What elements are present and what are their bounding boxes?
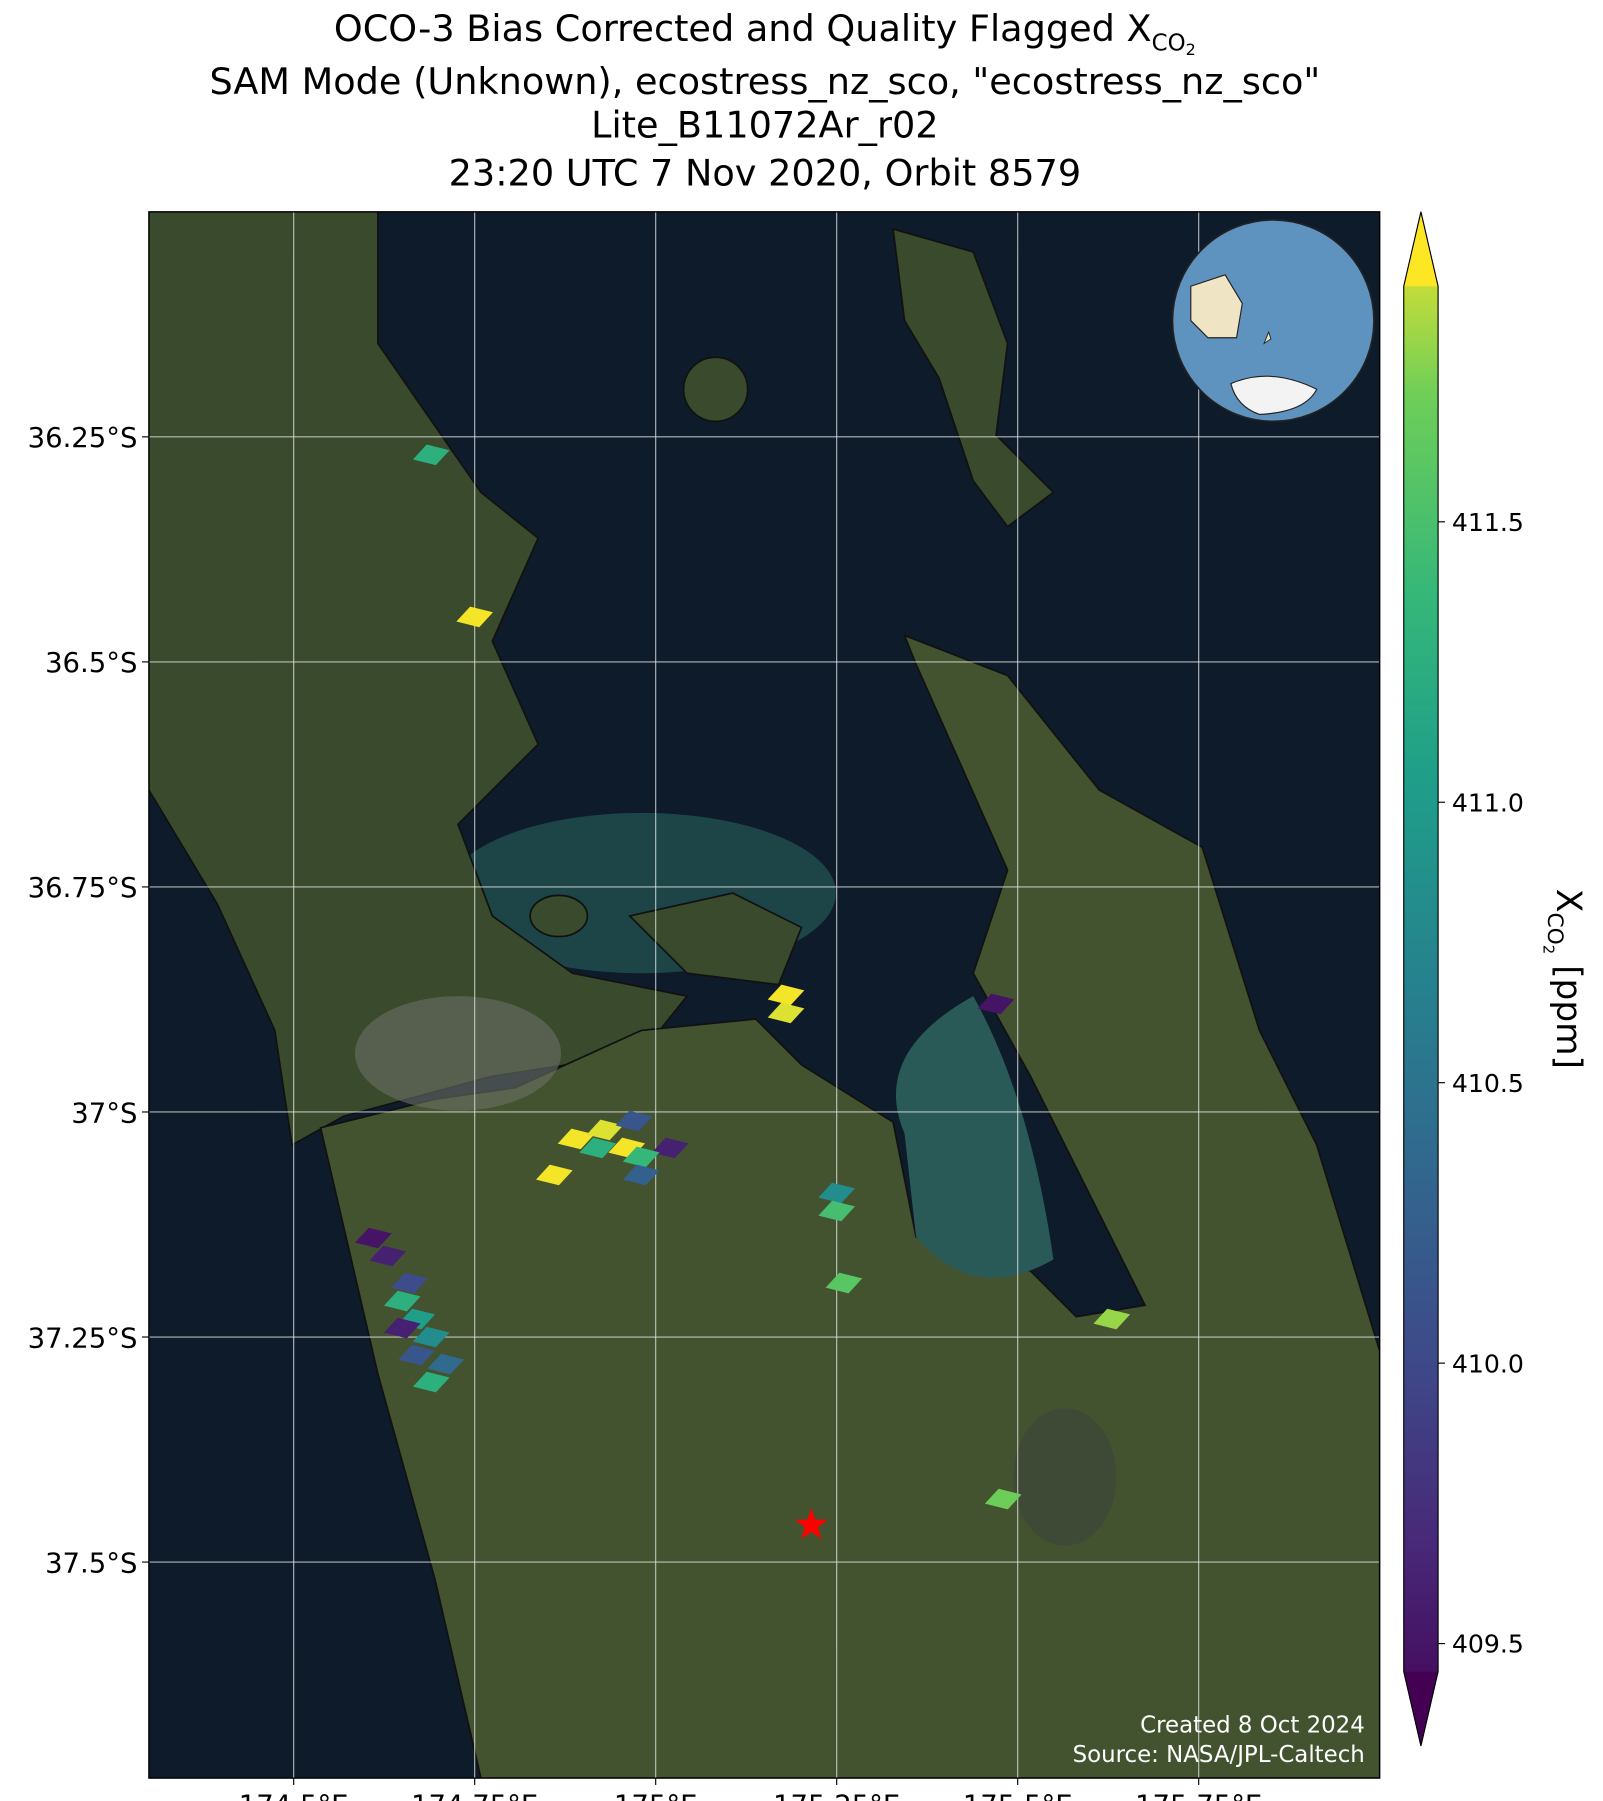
title-text: OCO-3 Bias Corrected and Quality Flagged [334,7,1127,50]
island [682,356,749,423]
footprint [355,1227,392,1249]
footprint [825,1272,863,1294]
footprint [977,993,1015,1015]
globe [1171,218,1375,423]
footprint [984,1488,1022,1510]
title-line: Lite_B11072Ar_r02 [591,103,939,146]
colorbar-outline [1403,211,1439,1747]
colorbar-tick-label: 409.5 [1452,1630,1524,1659]
cbar-symbol-sub: CO [1542,912,1567,944]
cbar-symbol-subsub: 2 [1539,945,1557,954]
x-tick-label: 175°E [614,1791,698,1801]
title-symbol-sub: CO [1152,30,1186,56]
colorbar-tick-label: 411.5 [1452,508,1524,537]
y-tick-label: 36.75°S [28,873,138,904]
island [628,892,803,986]
footprint [383,1317,421,1339]
australia [1190,274,1243,339]
x-tick-label: 175.25°E [773,1791,900,1801]
footprint [557,1128,595,1150]
footprint [391,1272,428,1294]
colorbar-tick-label: 410.5 [1452,1069,1524,1098]
title-line: OCO-3 Bias Corrected and Quality Flagged… [334,7,1196,59]
x-tick-label: 175.5°E [963,1791,1073,1801]
basemap [148,211,1380,1779]
colorbar-tick-label: 411.0 [1452,788,1524,817]
footprint [615,1110,653,1132]
footprint [456,606,494,628]
footprint [579,1137,617,1159]
title-line: SAM Mode (Unknown), ecostress_nz_sco, "e… [209,60,1320,103]
credits: Created 8 Oct 2024 Source: NASA/JPL-Calt… [1073,1712,1365,1768]
title-symbol-subsub: 2 [1186,40,1196,59]
y-tick-label: 36.25°S [28,423,138,454]
colorbar-extend-low [1403,1671,1439,1747]
urban-area [354,996,562,1111]
y-tick-label: 37°S [71,1098,137,1129]
wetland [1013,1408,1117,1546]
island [529,894,589,938]
y-tick-label: 37.25°S [28,1323,138,1354]
footprint [1093,1308,1131,1330]
x-tick-label: 174.5°E [239,1791,349,1801]
footprint [412,1326,450,1348]
title-symbol: X [1127,7,1152,50]
footprint [767,1002,805,1024]
footprint [398,1344,436,1366]
footprint [536,1164,573,1186]
cbar-unit: [ppm] [1548,954,1588,1069]
title-line: 23:20 UTC 7 Nov 2020, Orbit 8579 [449,151,1082,194]
target-star [794,1508,828,1540]
colorbar-label: XCO2 [ppm] [1539,889,1588,1069]
y-tick-label: 37.5°S [45,1548,137,1579]
title: OCO-3 Bias Corrected and Quality Flagged… [209,7,1320,194]
footprint [383,1290,421,1312]
footprint [412,444,450,466]
colorbar-tick-label: 410.0 [1452,1349,1524,1378]
antarctica [1230,375,1318,416]
footprint [586,1119,624,1141]
footprint [412,1371,450,1393]
footprint [818,1182,856,1204]
footprints [355,444,1131,1540]
credit-text: Created 8 Oct 2024 [1140,1712,1365,1738]
y-tick-label: 36.5°S [45,648,137,679]
footprint [427,1353,465,1375]
credit-text: Source: NASA/JPL-Caltech [1073,1742,1365,1768]
inset-globe [1171,218,1375,423]
land [148,211,689,1147]
footprint [651,1137,689,1159]
island [892,227,1055,528]
colorbar-body [1403,211,1439,1747]
colorbar-extend-high [1403,211,1439,287]
colorbar: XCO2 [ppm] 409.5 410.0 410.5 411.0 411.5 [1403,211,1588,1747]
x-tick-label: 175.75°E [1135,1791,1262,1801]
map-frame [148,211,1381,1779]
footprint [622,1146,660,1168]
bay [895,996,1054,1278]
footprint [622,1164,660,1186]
footprint [767,984,805,1006]
cbar-symbol: X [1548,889,1588,913]
x-tick-label: 174.75°E [411,1791,538,1801]
new-zealand [1263,330,1272,345]
gridlines [148,211,1380,1779]
footprint [818,1200,856,1222]
footprint [369,1245,407,1267]
